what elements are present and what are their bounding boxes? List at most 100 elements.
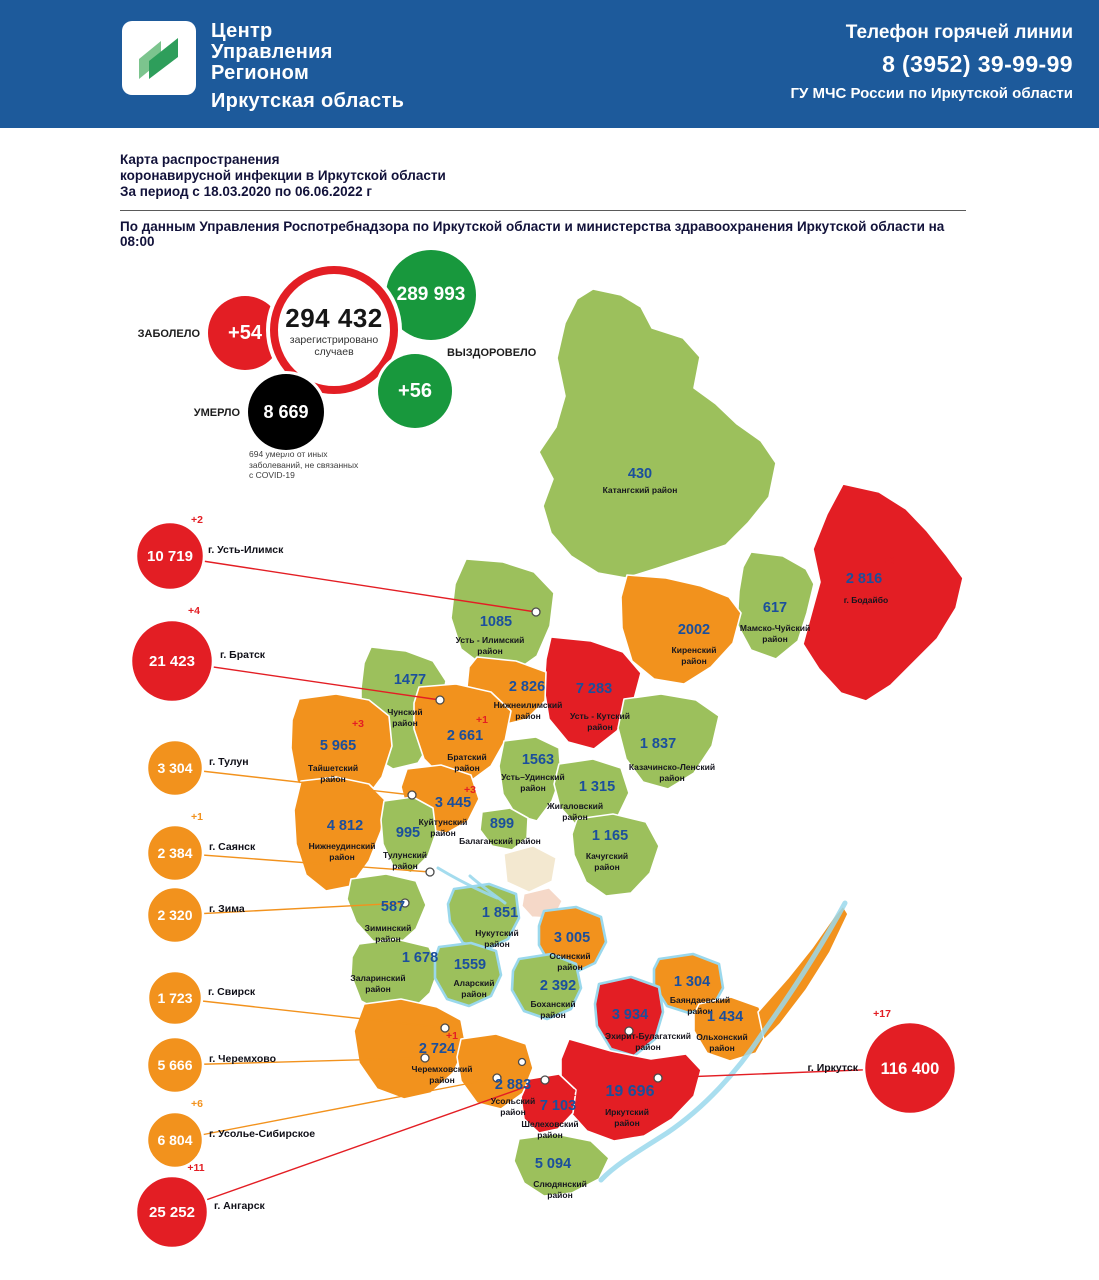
registered-caption: зарегистрировано xyxy=(289,333,379,346)
district-label: район xyxy=(614,1118,639,1128)
died-note-line: заболеваний, не связанных xyxy=(249,459,359,470)
city-marker-dot xyxy=(531,607,541,617)
district-bodaybo-shape xyxy=(802,483,964,702)
city-delta: +17 xyxy=(873,1008,891,1020)
recovered-label: ВЫЗДОРОВЕЛО xyxy=(447,347,537,359)
district-label: район xyxy=(392,718,417,728)
hotline-label: Телефон горячей линии xyxy=(845,22,1073,43)
district-label: район xyxy=(375,934,400,944)
district-tulunsky-shape xyxy=(380,796,437,874)
intro-block: Карта распространения коронавирусной инф… xyxy=(120,152,976,249)
brand: Центр Управления Регионом Иркутская обла… xyxy=(122,21,404,112)
district-cheremkhovsky-shape xyxy=(353,998,467,1100)
district-value: 2002 xyxy=(678,622,710,638)
district-value: 2 724 xyxy=(419,1041,455,1057)
died-note-line: 694 умерло от иных xyxy=(249,449,328,459)
city-circle xyxy=(146,969,204,1027)
sick-delta-circle: +54 xyxy=(208,296,282,370)
district-label: район xyxy=(659,773,684,783)
city-circles: 10 719 +2 г. Усть-Илимск 21 423 +4 г. Бр… xyxy=(129,514,958,1250)
district-label: Усольский xyxy=(491,1096,536,1106)
sick-label: ЗАБОЛЕЛО xyxy=(137,328,200,340)
recovered-circle: 289 993 xyxy=(386,250,476,340)
district-value: 2 392 xyxy=(540,978,576,994)
city-value: 21 423 xyxy=(149,653,195,670)
district-label: Заларинский xyxy=(350,973,405,983)
city-delta: +6 xyxy=(191,1098,203,1110)
district-mamsko-chuysky-shape xyxy=(736,551,815,660)
district-label: район xyxy=(687,1006,712,1016)
city-marker-dot xyxy=(407,790,417,800)
district-label: район xyxy=(454,763,479,773)
district-label: район xyxy=(320,774,345,784)
connector-sayansk xyxy=(174,852,431,873)
district-value: 1 315 xyxy=(579,779,615,795)
district-label: г. Бодайбо xyxy=(844,595,888,605)
district-label: район xyxy=(461,989,486,999)
died-note-line: с COVID-19 xyxy=(249,470,295,480)
district-label: район xyxy=(429,1075,454,1085)
district-delta: +2 xyxy=(564,1087,576,1099)
city-angarsk: 25 252 +11 г. Ангарск xyxy=(134,1162,266,1250)
district-value: 2 883 xyxy=(495,1077,531,1093)
hotline-org: ГУ МЧС России по Иркутской области xyxy=(790,85,1073,102)
city-svirsk: 1 723 г. Свирск xyxy=(146,969,256,1027)
district-label: Тайшетский xyxy=(308,763,358,773)
district-label: Ольхонский xyxy=(696,1032,747,1042)
district-delta: +3 xyxy=(352,718,364,730)
district-label: Качугский xyxy=(586,851,628,861)
district-slyudyansky-shape xyxy=(513,1133,610,1197)
district-label: Слюдянский xyxy=(533,1179,587,1189)
city-value: 5 666 xyxy=(157,1057,192,1073)
title-line: За период с 18.03.2020 по 06.06.2022 г xyxy=(120,184,372,199)
district-nizhneudinsky-shape xyxy=(293,776,387,892)
district-label: район xyxy=(430,828,455,838)
district-value: 1559 xyxy=(454,957,486,973)
district-value: 995 xyxy=(396,825,420,841)
district-value: 617 xyxy=(763,600,787,616)
cur-logo-mark xyxy=(139,38,178,79)
district-label: район xyxy=(557,962,582,972)
district-value: 3 005 xyxy=(554,930,590,946)
reservoir-area xyxy=(503,845,557,893)
city-marker-dot xyxy=(420,1053,430,1063)
title-line: коронавирусной инфекции в Иркутской обла… xyxy=(120,168,446,183)
district-kirensky-shape xyxy=(620,574,742,685)
district-value: 5 965 xyxy=(320,738,356,754)
district-label: район xyxy=(547,1190,572,1200)
connector-bratsk xyxy=(171,660,441,701)
brand-text: Центр Управления Регионом Иркутская обла… xyxy=(211,21,404,112)
city-marker-dot xyxy=(435,695,445,705)
city-label: г. Усолье-Сибирское xyxy=(209,1128,315,1140)
district-bokhansky-shape xyxy=(510,952,583,1021)
district-label: район xyxy=(681,656,706,666)
city-ust-ilimsk: 10 719 +2 г. Усть-Илимск xyxy=(134,514,284,592)
district-label: район xyxy=(709,1043,734,1053)
city-marker-dot xyxy=(624,1026,634,1036)
district-label: Усть–Удинский xyxy=(501,772,565,782)
district-label: Тулунский xyxy=(383,850,427,860)
city-circle xyxy=(134,520,206,592)
city-irkutsk: 116 400 +17 г. Иркутск xyxy=(808,1008,958,1116)
district-label: район xyxy=(392,861,417,871)
district-label: Боханский xyxy=(530,999,575,1009)
district-label: район xyxy=(537,1130,562,1140)
city-label: г. Ангарск xyxy=(214,1200,266,1212)
header-bar: Центр Управления Регионом Иркутская обла… xyxy=(0,0,1099,128)
city-circle xyxy=(145,738,205,798)
city-label: г. Черемхово xyxy=(209,1053,276,1065)
district-delta: +1 xyxy=(476,714,488,726)
district-label: район xyxy=(587,722,612,732)
city-value: 3 304 xyxy=(157,760,192,776)
divider xyxy=(120,210,966,211)
city-marker-dot xyxy=(425,867,435,877)
district-value: 19 696 xyxy=(606,1083,655,1100)
city-connectors xyxy=(169,555,911,1213)
recovered-value: 289 993 xyxy=(396,284,466,305)
district-ust-udinsky-shape xyxy=(498,736,562,822)
district-delta: +3 xyxy=(464,784,476,796)
recovered-delta-circle: +56 xyxy=(378,354,452,428)
district-value: 1563 xyxy=(522,752,554,768)
district-delta: +1 xyxy=(446,1030,458,1042)
city-marker-dot xyxy=(517,1057,527,1067)
